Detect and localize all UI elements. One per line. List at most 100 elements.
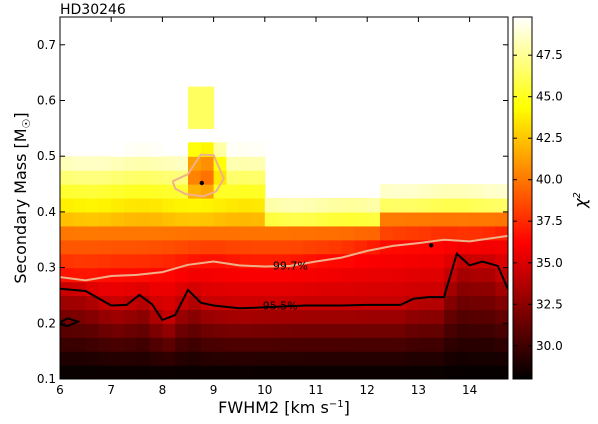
heatmap-cell <box>124 323 138 338</box>
heatmap-cell <box>328 198 343 213</box>
heatmap-cell <box>85 323 99 338</box>
heatmap-cell <box>354 253 368 269</box>
heatmap-cell <box>162 281 176 297</box>
heatmap-cell <box>98 323 112 338</box>
heatmap-cell <box>162 156 176 171</box>
heatmap-cell <box>85 211 99 227</box>
heatmap-cells <box>60 86 508 379</box>
heatmap-cell <box>175 309 189 324</box>
heatmap-cell <box>72 351 87 366</box>
heatmap-cell <box>444 309 458 324</box>
heatmap-cell <box>431 184 445 199</box>
colorbar-tick-label: 30.0 <box>536 339 563 353</box>
heatmap-cell <box>290 351 304 366</box>
heatmap-cell <box>367 323 381 338</box>
heatmap-cell <box>60 365 74 379</box>
heatmap-cell <box>60 211 74 227</box>
y-axis-label: Secondary Mass [M☉] <box>11 112 33 283</box>
heatmap-cell <box>124 281 138 297</box>
heatmap-cell <box>431 337 445 352</box>
heatmap-cell <box>85 295 99 310</box>
heatmap-cell <box>252 337 266 352</box>
heatmap-cell <box>328 351 343 366</box>
heatmap-cell <box>124 156 138 171</box>
heatmap-cell <box>431 267 445 283</box>
heatmap-cell <box>72 253 87 269</box>
heatmap-cell <box>213 156 227 171</box>
heatmap-cell <box>316 267 330 283</box>
heatmap-cell <box>200 211 215 227</box>
heatmap-cell <box>290 337 304 352</box>
heatmap-cell <box>264 267 279 283</box>
heatmap-cell <box>354 198 368 213</box>
heatmap-cell <box>303 309 317 324</box>
heatmap-cell <box>482 184 496 199</box>
heatmap-cell <box>188 323 202 338</box>
heatmap-cell <box>162 253 176 269</box>
heatmap-cell <box>252 211 266 227</box>
heatmap-cell <box>226 351 240 366</box>
heatmap-cell <box>392 198 407 213</box>
heatmap-cell <box>98 281 112 297</box>
heatmap-cell <box>456 323 471 338</box>
heatmap-cell <box>226 198 240 213</box>
x-tick-label: 12 <box>360 383 375 397</box>
heatmap-cell <box>290 323 304 338</box>
heatmap-cell <box>341 365 355 379</box>
heatmap-cell <box>367 281 381 297</box>
heatmap-cell <box>354 295 368 310</box>
heatmap-cell <box>469 281 483 297</box>
heatmap-cell <box>136 281 151 297</box>
heatmap-cell <box>482 267 496 283</box>
heatmap-cell <box>111 198 125 213</box>
heatmap-cell <box>482 253 496 269</box>
heatmap-cell <box>98 198 112 213</box>
heatmap-cell <box>200 309 215 324</box>
heatmap-cell <box>367 295 381 310</box>
heatmap-cell <box>354 337 368 352</box>
heatmap-cell <box>354 323 368 338</box>
heatmap-cell <box>124 170 138 185</box>
heatmap-cell <box>431 295 445 310</box>
heatmap-cell <box>405 253 419 269</box>
heatmap-cell <box>111 184 125 199</box>
heatmap-cell <box>392 253 407 269</box>
heatmap-cell <box>316 337 330 352</box>
heatmap-cell <box>264 309 279 324</box>
heatmap-cell <box>136 142 151 157</box>
heatmap-cell <box>290 267 304 283</box>
heatmap-cell <box>405 323 419 338</box>
heatmap-cell <box>136 351 151 366</box>
heatmap-cell <box>431 239 445 255</box>
heatmap-cell <box>85 309 99 324</box>
heatmap-cell <box>60 267 74 283</box>
heatmap-cell <box>72 295 87 310</box>
heatmap-cell <box>98 225 112 241</box>
heatmap-cell <box>136 337 151 352</box>
heatmap-cell <box>469 309 483 324</box>
best-fit-markers <box>199 180 434 248</box>
heatmap-cell <box>482 337 496 352</box>
heatmap-cell <box>60 253 74 269</box>
x-tick-label: 8 <box>159 383 167 397</box>
heatmap-cell <box>124 253 138 269</box>
heatmap-cell <box>469 295 483 310</box>
colorbar: 30.0 32.5 35.0 37.5 40.0 42.5 45.0 47.5 χ2 <box>512 16 590 380</box>
heatmap-cell <box>354 281 368 297</box>
heatmap-cell <box>188 239 202 255</box>
heatmap-cell <box>380 198 394 213</box>
colorbar-tick-label: 35.0 <box>536 256 563 270</box>
y-tick-label: 0.5 <box>37 149 56 163</box>
heatmap-cell <box>482 211 496 227</box>
heatmap-cell <box>418 184 432 199</box>
heatmap-cell <box>149 351 163 366</box>
heatmap-cell <box>303 267 317 283</box>
heatmap-cell <box>200 365 215 379</box>
heatmap-cell <box>136 156 151 171</box>
contour-labels: 99.7% 95.5% <box>263 259 308 312</box>
heatmap-cell <box>328 309 343 324</box>
heatmap-cell <box>111 211 125 227</box>
heatmap-cell <box>175 337 189 352</box>
heatmap-cell <box>495 295 508 310</box>
